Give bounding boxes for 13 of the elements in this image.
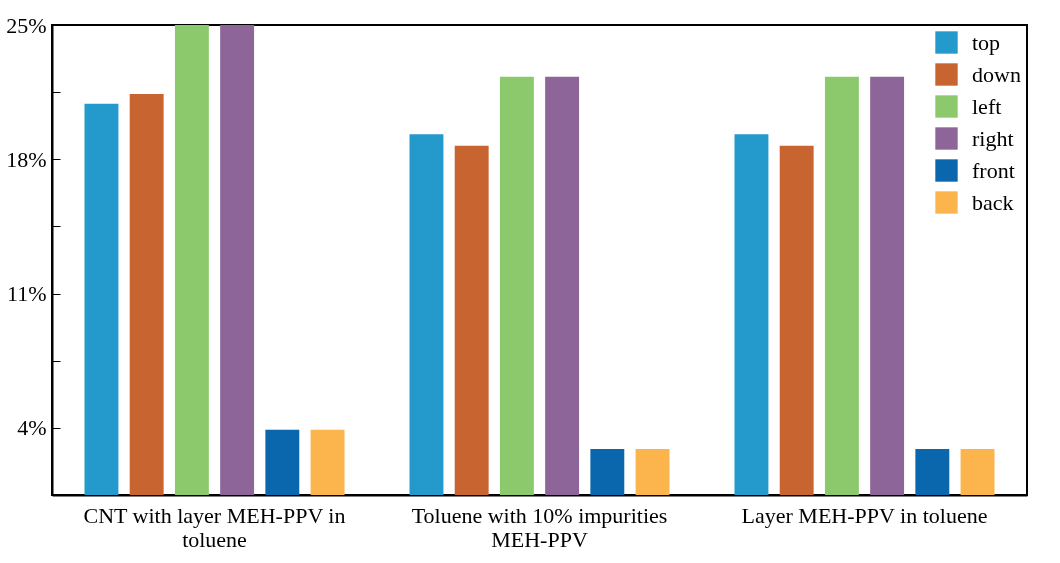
legend-label: front: [972, 157, 1015, 183]
y-tick-label: 25%: [6, 12, 47, 38]
x-tick-label: Layer MEH-PPV in toluene: [741, 502, 988, 528]
y-tick-label: 18%: [6, 146, 47, 172]
x-tick-label: Toluene with 10% impurities MEH-PPV: [411, 502, 668, 552]
y-tick-label: 11%: [6, 281, 47, 307]
y-tick-label: 4%: [17, 415, 47, 441]
legend-label: right: [972, 125, 1014, 151]
legend-label: top: [972, 29, 1001, 55]
legend-label: down: [972, 61, 1021, 87]
x-tick-label: CNT with layer MEH-PPV in toluene: [83, 502, 346, 552]
legend-label: back: [972, 189, 1014, 215]
legend-label: left: [972, 93, 1002, 119]
